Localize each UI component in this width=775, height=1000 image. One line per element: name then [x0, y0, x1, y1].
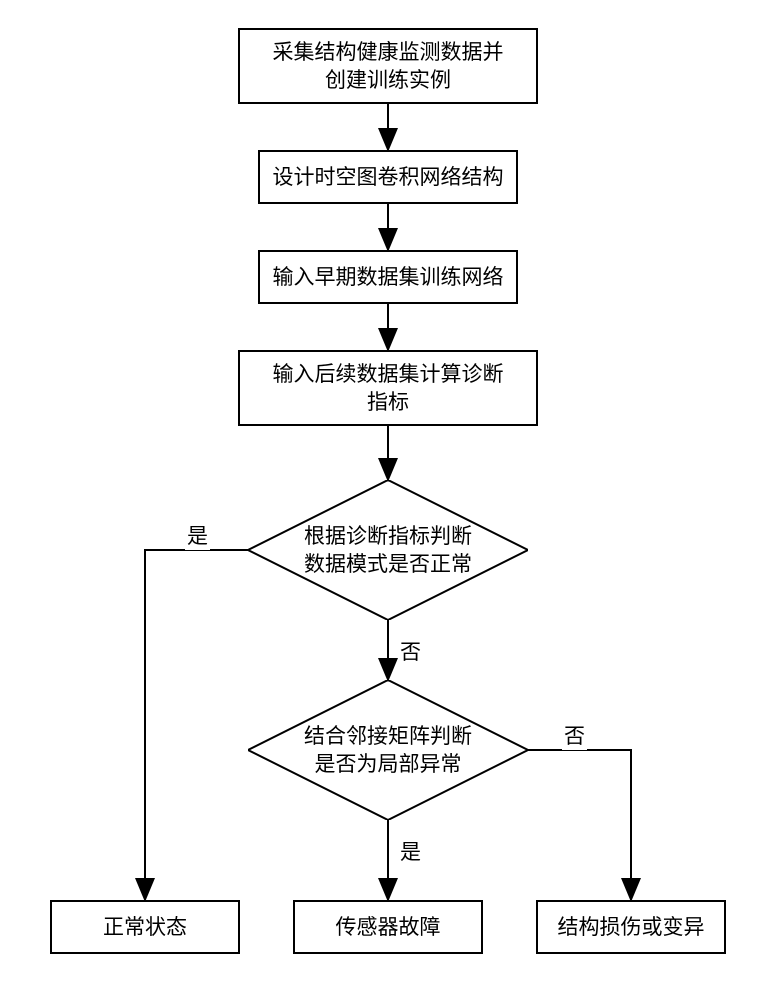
- node-label: 正常状态: [103, 913, 187, 941]
- edge-label-no-2: 否: [562, 720, 587, 750]
- node-label: 输入后续数据集计算诊断指标: [273, 360, 504, 417]
- node-design-network: 设计时空图卷积网络结构: [258, 150, 518, 204]
- decision-normal: 根据诊断指标判断数据模式是否正常: [248, 480, 528, 620]
- decision-label: 结合邻接矩阵判断是否为局部异常: [304, 722, 472, 779]
- edge-label-yes-1: 是: [185, 520, 210, 550]
- result-sensor-fault: 传感器故障: [293, 900, 483, 954]
- node-label: 输入早期数据集训练网络: [273, 263, 504, 291]
- flowchart-canvas: 采集结构健康监测数据并创建训练实例 设计时空图卷积网络结构 输入早期数据集训练网…: [0, 0, 775, 1000]
- edge-label-no-1: 否: [398, 636, 423, 666]
- result-normal: 正常状态: [50, 900, 240, 954]
- edge-label-yes-2: 是: [398, 836, 423, 866]
- node-collect-data: 采集结构健康监测数据并创建训练实例: [238, 28, 538, 104]
- node-compute-index: 输入后续数据集计算诊断指标: [238, 350, 538, 426]
- decision-local-anomaly: 结合邻接矩阵判断是否为局部异常: [248, 680, 528, 820]
- node-label: 结构损伤或变异: [558, 913, 705, 941]
- node-train-network: 输入早期数据集训练网络: [258, 250, 518, 304]
- node-label: 采集结构健康监测数据并创建训练实例: [273, 38, 504, 95]
- node-label: 传感器故障: [336, 913, 441, 941]
- node-label: 设计时空图卷积网络结构: [273, 163, 504, 191]
- result-damage: 结构损伤或变异: [536, 900, 726, 954]
- decision-label: 根据诊断指标判断数据模式是否正常: [304, 522, 472, 579]
